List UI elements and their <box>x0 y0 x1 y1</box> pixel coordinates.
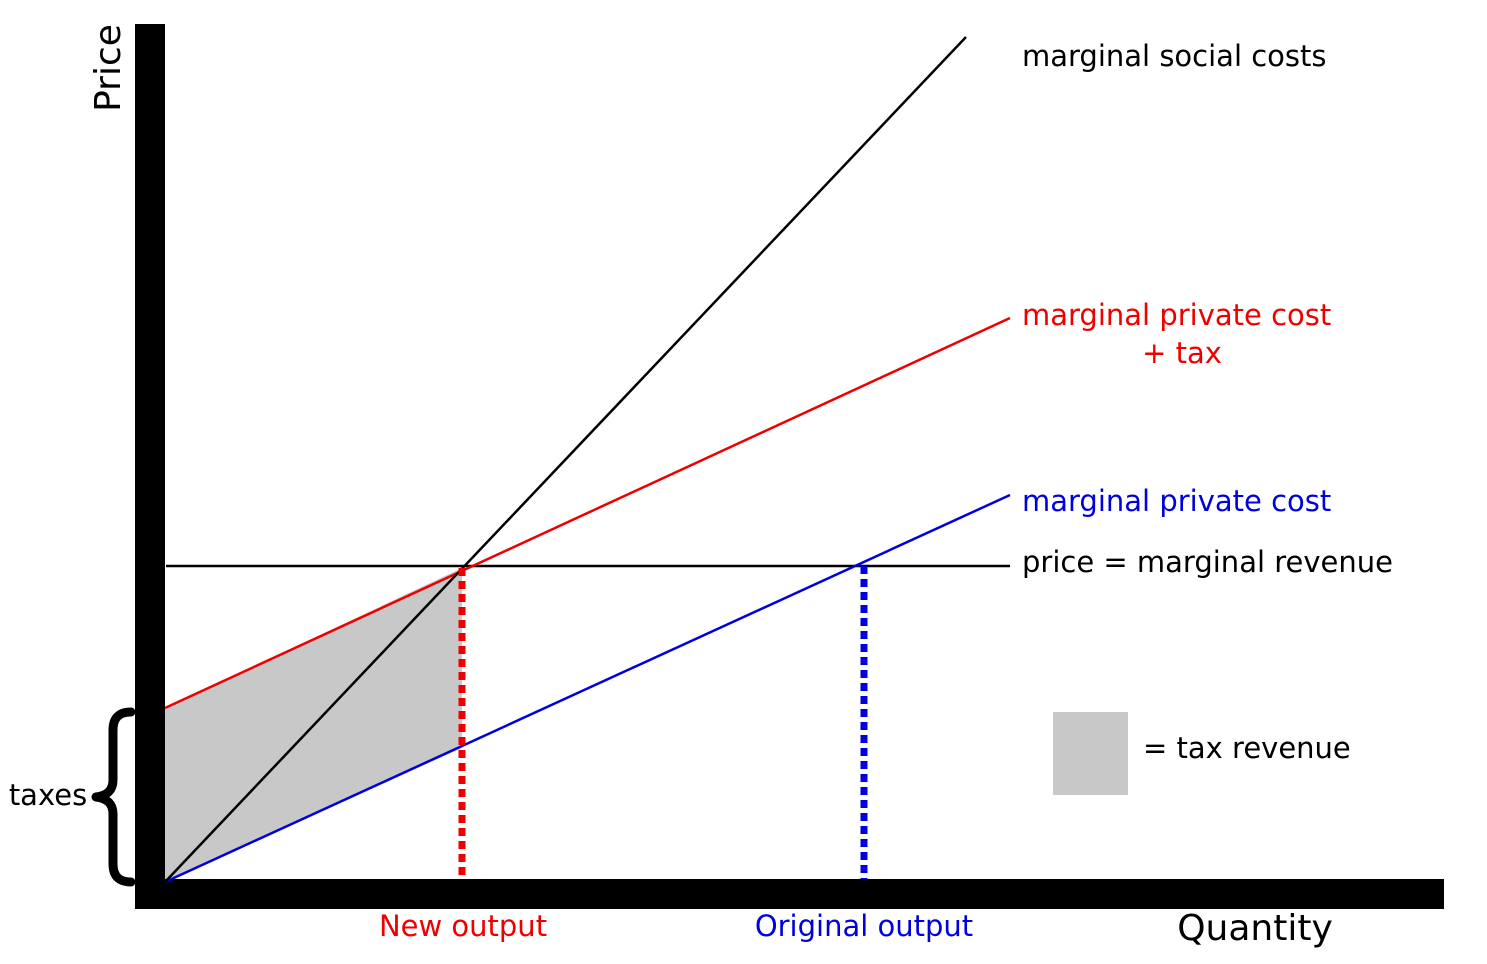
marginal-private-cost-plus-tax-line <box>164 316 1011 710</box>
price-marginal-revenue-label: price = marginal revenue <box>1022 545 1393 579</box>
taxes-label: taxes <box>9 778 87 812</box>
y-axis <box>135 24 165 909</box>
marginal-private-cost-label: marginal private cost <box>1022 484 1331 518</box>
legend-swatch <box>1053 712 1128 795</box>
new-output-label: New output <box>379 909 547 943</box>
marginal-social-costs-label: marginal social costs <box>1022 39 1327 73</box>
x-axis-label: Quantity <box>1177 908 1333 949</box>
marginal-private-cost-plus-tax-label-line2: + tax <box>1142 336 1222 370</box>
marginal-private-cost-line <box>164 493 1011 884</box>
y-axis-label: Price <box>88 24 129 112</box>
taxes-brace <box>91 707 136 887</box>
marginal-social-costs-line <box>164 36 967 883</box>
x-axis <box>135 879 1444 909</box>
legend-label: = tax revenue <box>1143 731 1351 765</box>
marginal-private-cost-plus-tax-label: marginal private cost <box>1022 298 1331 332</box>
original-output-label: Original output <box>755 909 973 943</box>
